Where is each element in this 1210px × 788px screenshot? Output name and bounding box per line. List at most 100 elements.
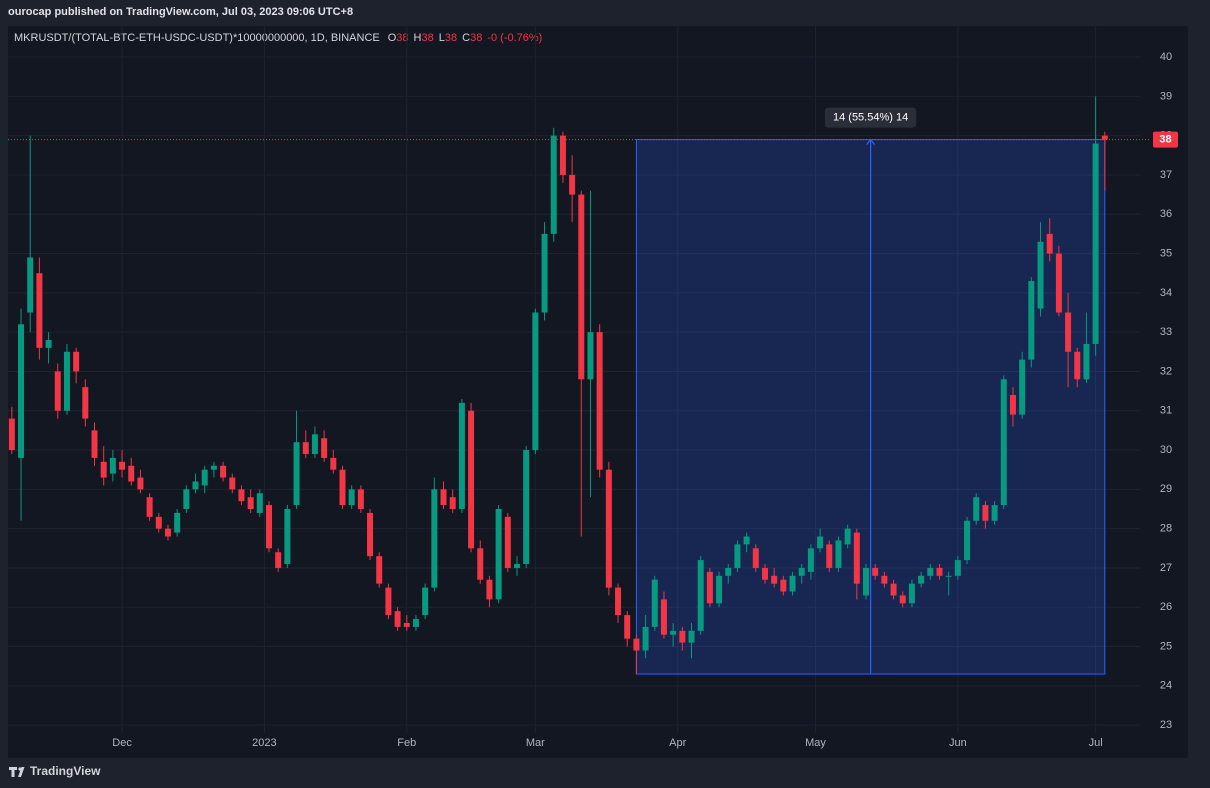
candle-body	[495, 508, 502, 600]
ohlc-value: 38	[396, 32, 408, 44]
candle-body	[504, 516, 511, 568]
ohlc-key: L	[439, 32, 445, 44]
candle-body	[679, 630, 686, 643]
x-tick-label: Feb	[397, 737, 416, 749]
candle-body	[725, 567, 732, 576]
candle-body	[210, 465, 217, 470]
symbol-name: MKRUSDT/(TOTAL-BTC-ETH-USDC-USDT)*100000…	[14, 32, 380, 44]
y-tick-label: 37	[1160, 169, 1172, 181]
candle-body	[18, 324, 25, 458]
candle-body	[1046, 233, 1053, 254]
candle-body	[964, 520, 971, 561]
candle-body	[256, 493, 263, 513]
candle-body	[908, 583, 915, 604]
measure-label-box	[824, 107, 917, 128]
y-tick-label: 28	[1160, 523, 1172, 535]
candle-body	[798, 567, 805, 576]
candle-body	[164, 528, 171, 537]
candle-body	[293, 442, 300, 506]
candle-body	[651, 579, 658, 627]
candle-body	[771, 575, 778, 584]
candle-body	[1019, 359, 1026, 415]
candle-body	[128, 465, 135, 482]
candle-body	[458, 402, 465, 509]
candle-body	[284, 508, 291, 565]
candle-body	[376, 556, 383, 584]
candle-body	[63, 351, 70, 411]
x-tick-label: Mar	[526, 737, 545, 749]
candle-body	[633, 638, 640, 651]
candle-body	[789, 575, 796, 592]
candle-body	[688, 630, 695, 643]
candle-body	[321, 438, 328, 458]
candle-body	[761, 567, 768, 580]
candle-body	[513, 564, 520, 568]
y-tick-label: 29	[1160, 483, 1172, 495]
y-tick-label: 25	[1160, 640, 1172, 652]
candle-body	[54, 371, 61, 411]
candle-body	[394, 611, 401, 627]
candle-body	[982, 505, 989, 521]
candle-body	[302, 442, 309, 454]
candle-body	[311, 434, 318, 454]
candle-body	[615, 587, 622, 616]
candle-body	[578, 194, 585, 380]
candle-body	[45, 340, 52, 348]
candle-body	[642, 626, 649, 651]
last-price-label: 38	[1159, 133, 1171, 145]
candle-body	[826, 544, 833, 568]
candle-body	[706, 571, 713, 604]
y-tick-label: 24	[1160, 680, 1172, 692]
logo-dot	[18, 767, 22, 771]
candle-body	[403, 622, 410, 627]
ohlc-key: C	[462, 32, 470, 44]
y-tick-label: 31	[1160, 405, 1172, 417]
candle-body	[183, 489, 190, 509]
y-tick-label: 26	[1160, 601, 1172, 613]
candle-body	[844, 528, 851, 545]
y-tick-label: 34	[1160, 287, 1172, 299]
candle-body	[477, 548, 484, 580]
ohlc-value: 38	[422, 32, 434, 44]
y-tick-label: 23	[1160, 719, 1172, 731]
change: -0 (-0.76%)	[487, 32, 542, 44]
ohlc-key: O	[388, 32, 397, 44]
measure-label: 14 (55.54%) 14	[833, 111, 908, 123]
candle-body	[954, 560, 961, 576]
candle-body	[155, 516, 162, 529]
candle-body	[817, 536, 824, 549]
candle-body	[1074, 351, 1081, 380]
candle-body	[670, 630, 677, 635]
candle-body	[936, 567, 943, 576]
candle-body	[109, 457, 116, 474]
candle-body	[734, 544, 741, 568]
y-tick-label: 39	[1160, 90, 1172, 102]
candle-body	[8, 418, 15, 451]
plot-area: 23 24 25 26 27 28 29 30 31 32 33 34 35 36 37 38 39 40 Dec 2…	[8, 26, 1178, 749]
candle-body	[82, 387, 89, 419]
candle-body	[412, 619, 419, 627]
candle-body	[100, 461, 107, 478]
candle-body	[357, 489, 364, 509]
x-tick-label: Dec	[112, 737, 132, 749]
candle-body	[486, 579, 493, 600]
candle-body	[238, 489, 245, 502]
candle-body	[927, 567, 934, 576]
candle-body	[1000, 379, 1007, 506]
candle-body	[468, 410, 475, 549]
candle-body	[385, 587, 392, 616]
candle-body	[523, 450, 530, 565]
ohlc-value: 38	[445, 32, 457, 44]
y-tick-label: 30	[1160, 444, 1172, 456]
y-tick-label: 27	[1160, 562, 1172, 574]
candle-body	[835, 540, 842, 568]
candle-body	[807, 548, 814, 572]
candle-body	[945, 575, 952, 577]
candle-body	[91, 430, 98, 458]
candle-body	[899, 595, 906, 604]
candle-body	[660, 599, 667, 635]
brand-logo	[9, 767, 25, 777]
measure-arrow-head	[866, 138, 876, 145]
